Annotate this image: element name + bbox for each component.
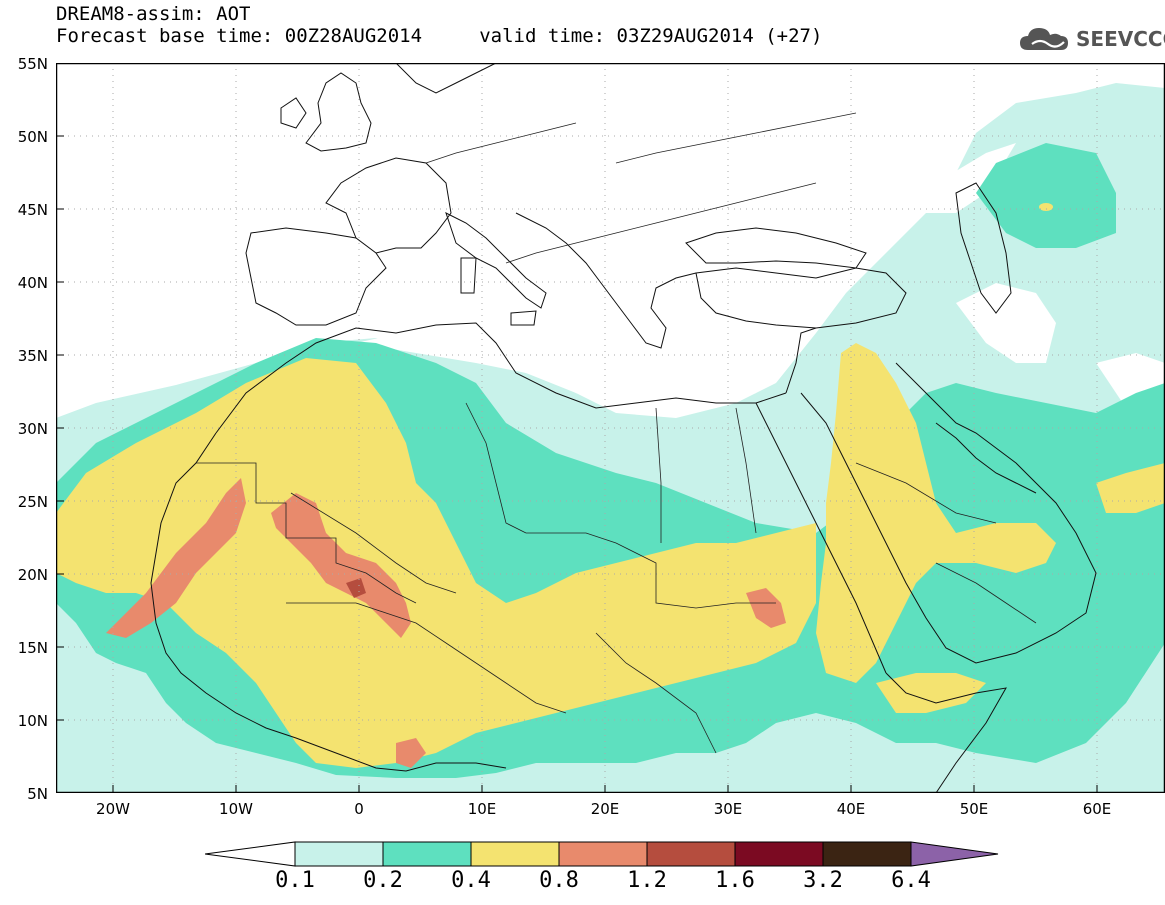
lat-label: 10N <box>17 712 48 730</box>
aot-map <box>56 63 1165 793</box>
aot-contours <box>56 83 1165 793</box>
colorbar-segment <box>822 841 912 867</box>
colorbar-label: 1.2 <box>627 868 667 893</box>
axis-ticks <box>56 135 1098 793</box>
chart-title: DREAM8-assim: AOT <box>56 3 251 25</box>
colorbar-label: 3.2 <box>803 868 843 893</box>
lon-label: 60E <box>1082 800 1112 818</box>
contour-1-2 <box>346 578 366 598</box>
colorbar-segment <box>470 841 560 867</box>
lat-label: 20N <box>17 566 48 584</box>
colorbar-label: 0.2 <box>363 868 403 893</box>
colorbar-segment <box>734 841 824 867</box>
lon-label: 40E <box>836 800 866 818</box>
logo-text: SEEVCCC <box>1076 27 1165 51</box>
lat-label: 15N <box>17 639 48 657</box>
seevccc-logo: SEEVCCC <box>1018 24 1165 54</box>
lat-label: 35N <box>17 347 48 365</box>
lat-label: 55N <box>17 55 48 73</box>
colorbar-label: 0.8 <box>539 868 579 893</box>
colorbar <box>205 841 999 867</box>
contour-0-4 <box>56 343 1165 768</box>
colorbar-segment <box>294 841 384 867</box>
colorbar-label: 0.1 <box>275 868 315 893</box>
lon-label: 50E <box>959 800 989 818</box>
lat-label: 25N <box>17 493 48 511</box>
colorbar-segment <box>558 841 648 867</box>
lon-label: 0 <box>354 800 364 818</box>
colorbar-label: 0.4 <box>451 868 491 893</box>
colorbar-high-arrow <box>910 841 999 867</box>
lat-label: 40N <box>17 274 48 292</box>
lon-label: 30E <box>713 800 743 818</box>
lat-label: 50N <box>17 128 48 146</box>
lon-label: 10W <box>219 800 253 818</box>
borders <box>196 112 1037 754</box>
contour-0-8 <box>106 478 786 768</box>
graticule <box>56 63 1165 793</box>
forecast-time-subtitle: Forecast base time: 00Z28AUG2014 valid t… <box>56 25 823 47</box>
lon-label: 20W <box>96 800 130 818</box>
lat-label: 45N <box>17 201 48 219</box>
lat-label: 5N <box>27 785 48 803</box>
colorbar-low-arrow <box>205 841 296 867</box>
lon-label: 20E <box>590 800 620 818</box>
colorbar-label: 6.4 <box>891 868 931 893</box>
colorbar-segment <box>646 841 736 867</box>
cloud-icon <box>1020 28 1068 50</box>
contour-spot <box>1039 203 1053 211</box>
lon-label: 10E <box>467 800 497 818</box>
colorbar-segment <box>382 841 472 867</box>
colorbar-label: 1.6 <box>715 868 755 893</box>
coastlines <box>150 63 1097 793</box>
lat-label: 30N <box>17 420 48 438</box>
